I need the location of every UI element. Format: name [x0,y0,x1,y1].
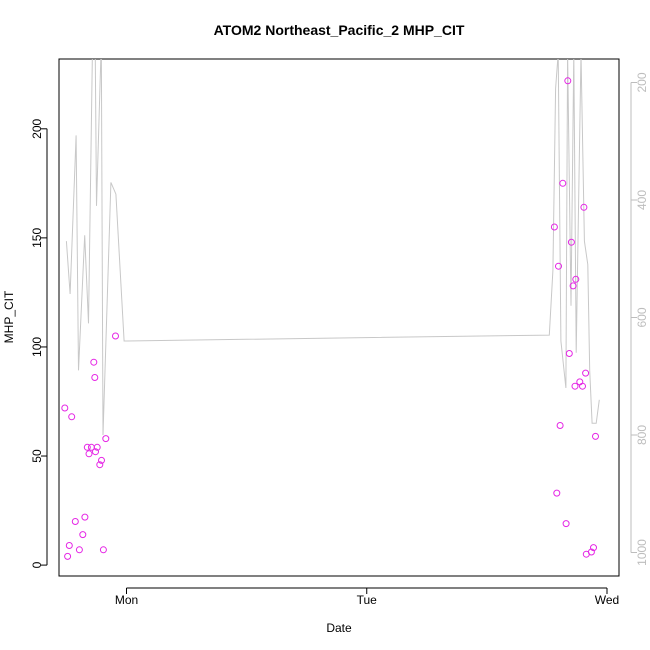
y-tick-label: 150 [30,228,44,248]
data-point [92,448,99,456]
data-point [64,552,72,560]
data-point [61,404,69,412]
data-point [567,238,575,246]
data-point [99,546,107,554]
x-tick-label: Wed [595,593,619,607]
y-right-tick-label: 600 [635,307,649,327]
x-tick-label: Mon [115,593,138,607]
y-tick-label: 0 [30,561,44,568]
y-right-tick-label: 1000 [635,539,649,566]
data-point [559,179,567,187]
data-point [556,422,564,429]
chart-title: ATOM2 Northeast_Pacific_2 MHP_CIT [214,22,465,38]
y-tick-label: 100 [30,337,44,357]
data-point [569,282,577,290]
data-point [91,374,99,381]
data-point [555,262,562,270]
x-axis-label: Date [326,621,352,635]
data-point [571,382,579,390]
data-point [592,432,599,440]
x-tick-label: Tue [357,593,378,607]
y-right-tick-label: 800 [635,425,649,445]
data-point [83,443,91,451]
data-point [112,332,119,340]
plot-frame [58,58,620,577]
data-point [582,369,590,377]
data-point [90,358,98,366]
data-point [553,489,561,497]
y-right-tick-label: 200 [635,72,649,92]
data-point [562,520,570,528]
data-point [580,203,588,211]
data-point [572,275,580,283]
y-tick-label: 50 [30,449,44,463]
y-right-tick-label: 400 [635,190,649,210]
data-point [587,548,595,556]
data-point [102,435,110,443]
y-axis-label: MHP_CIT [2,290,16,343]
data-point [79,531,87,539]
data-point [85,450,93,458]
data-point [93,443,101,451]
data-point [75,546,83,554]
data-point [564,77,572,85]
data-point [96,461,104,469]
series-layer [61,59,600,560]
data-point [590,544,597,552]
data-point [579,382,586,390]
data-point [98,456,105,464]
data-point [81,513,89,521]
axes-layer: 0 50 100 150 200 200 400 600 800 1000 Mon Tue Wed [30,72,649,607]
data-point [71,518,79,525]
data-point [550,223,558,231]
y-tick-label: 200 [30,118,44,138]
data-point [565,350,573,357]
data-point [68,413,76,421]
data-point [65,542,73,549]
depth-series-line [65,59,600,436]
